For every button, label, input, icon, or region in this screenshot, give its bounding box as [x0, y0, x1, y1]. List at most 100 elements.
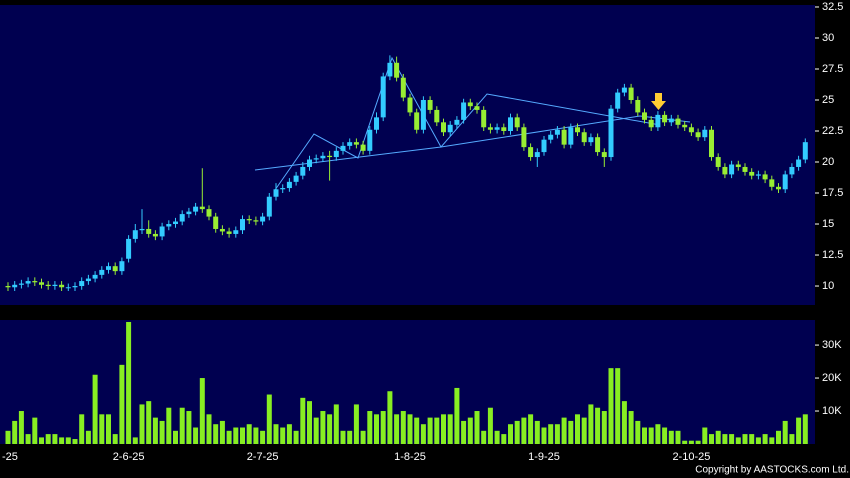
candle-body: [568, 127, 574, 145]
candle-body: [173, 221, 178, 225]
volume-tick-label: 10K: [822, 405, 842, 417]
candle-body: [313, 158, 319, 160]
volume-bar: [776, 430, 781, 444]
volume-bar: [52, 434, 58, 444]
candle-body: [226, 231, 232, 234]
candle-body: [595, 137, 601, 153]
candle-body: [39, 282, 44, 285]
volume-bar: [39, 437, 44, 444]
candle-body: [407, 97, 413, 113]
candle-body: [668, 118, 674, 123]
volume-bar: [675, 430, 681, 444]
volume-bar: [300, 397, 306, 444]
volume-bar: [615, 368, 621, 444]
y-tick-label: 10: [822, 280, 834, 292]
candle-body: [548, 134, 554, 140]
volume-bar: [240, 427, 245, 444]
candle-body: [280, 188, 286, 190]
candle-body: [608, 108, 614, 158]
candle-body: [139, 228, 145, 231]
volume-bar: [729, 434, 735, 444]
candle-body: [400, 77, 406, 98]
candle-body: [387, 62, 393, 77]
candle-body: [300, 166, 306, 176]
y-tick-label: 22.5: [822, 125, 843, 137]
volume-bar: [79, 414, 85, 444]
volume-bar: [447, 414, 453, 444]
candle-body: [474, 106, 480, 110]
volume-bar: [25, 434, 31, 444]
volume-bar: [92, 374, 98, 444]
volume-bar: [226, 430, 232, 444]
volume-bar: [173, 430, 178, 444]
candle-body: [675, 118, 681, 125]
candle-body: [635, 99, 641, 113]
volume-bar: [5, 430, 11, 444]
volume-bar: [407, 414, 413, 444]
volume-bar: [648, 427, 654, 444]
volume-bar: [206, 414, 212, 444]
candle-body: [682, 124, 688, 128]
volume-bar: [528, 414, 534, 444]
x-tick-label: 2-7-25: [247, 451, 279, 463]
x-tick-label: -25: [2, 451, 18, 463]
candle-body: [119, 261, 125, 272]
candle-body: [414, 112, 420, 130]
candle-body: [253, 220, 259, 222]
volume-bar: [755, 437, 761, 444]
volume-bar: [420, 424, 426, 444]
candle-body: [260, 216, 266, 222]
volume-bar: [789, 434, 795, 444]
candle-body: [729, 164, 735, 175]
volume-bar: [501, 434, 507, 444]
volume-bar: [340, 430, 346, 444]
volume-bar: [655, 424, 661, 444]
volume-bar: [112, 434, 118, 444]
volume-bar: [139, 404, 145, 444]
volume-bar: [454, 387, 460, 444]
volume-bar: [802, 414, 808, 444]
candle-body: [99, 269, 105, 275]
candle-body: [126, 238, 132, 259]
volume-bar: [461, 420, 467, 444]
candle-body: [434, 109, 440, 123]
candle-body: [521, 127, 527, 148]
candle-body: [213, 216, 219, 229]
volume-bar: [126, 321, 132, 444]
y-tick-label: 15: [822, 218, 834, 230]
volume-bar: [280, 427, 286, 444]
candle-body: [59, 284, 65, 288]
candle-body: [273, 189, 279, 197]
candle-body: [12, 284, 18, 288]
candle-body: [65, 287, 71, 289]
volume-bar: [581, 417, 587, 444]
volume-bar: [380, 411, 386, 444]
y-tick-label: 27.5: [822, 63, 843, 75]
candle-body: [655, 114, 661, 128]
volume-bar: [307, 401, 312, 444]
volume-bar: [367, 411, 373, 444]
volume-bar: [508, 424, 513, 444]
volume-bar: [434, 417, 440, 444]
candle-body: [501, 127, 507, 132]
candle-body: [621, 87, 627, 93]
volume-bar: [374, 414, 379, 444]
volume-tick-label: 20K: [822, 372, 842, 384]
y-tick-label: 20: [822, 156, 834, 168]
candle-body: [25, 281, 31, 284]
x-tick-label: 1-9-25: [528, 451, 560, 463]
volume-bar: [722, 434, 728, 444]
candle-body: [776, 186, 781, 190]
candle-body: [266, 196, 272, 217]
volume-bar: [293, 430, 299, 444]
candle-body: [749, 171, 755, 176]
candle-body: [441, 122, 446, 133]
candle-body: [575, 127, 580, 133]
volume-bar: [682, 440, 688, 444]
y-tick-label: 25: [822, 94, 834, 106]
candle-body: [106, 266, 111, 270]
candle-body: [662, 114, 668, 123]
volume-bar: [327, 414, 333, 444]
volume-bar: [668, 430, 674, 444]
candle-body: [92, 274, 98, 279]
